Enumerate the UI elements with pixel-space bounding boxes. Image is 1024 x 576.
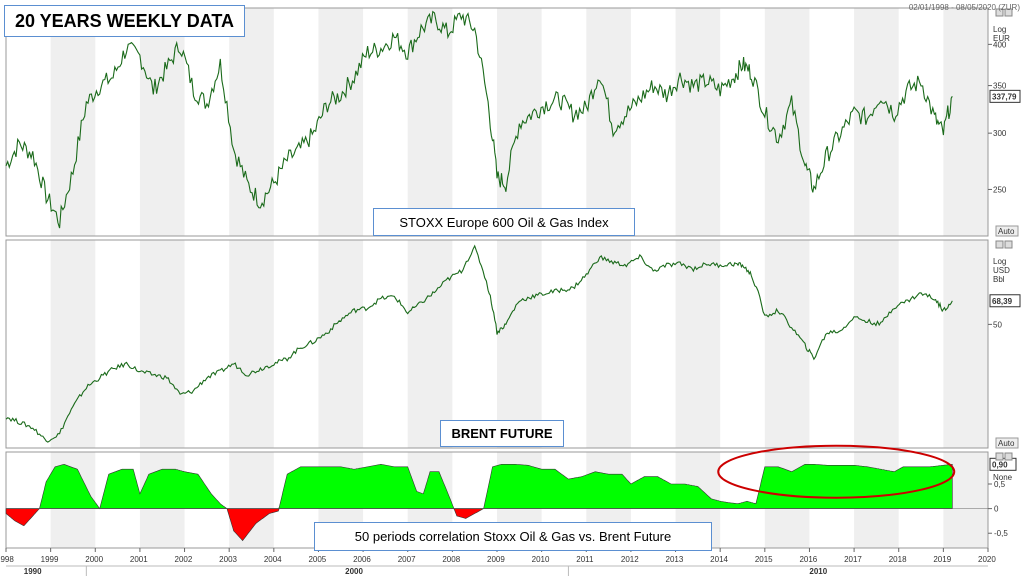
x-tick-label: 2009 [487,555,505,564]
grid-band [586,8,631,236]
x-tick-label: 2006 [353,555,371,564]
y-tick-label: -0,5 [994,529,1008,538]
x-tick-label: 2016 [799,555,817,564]
panel-control [1004,240,1013,249]
x-tick-label: 2017 [844,555,862,564]
grid-band [139,8,185,236]
grid-band [139,240,185,448]
grid-band [764,8,810,236]
last-value-badge [989,89,1021,103]
x-tick-label: 2020 [978,555,996,564]
x-tick-label: 2010 [532,555,550,564]
x-tick-label: 2015 [755,555,773,564]
stoxx-callout: STOXX Europe 600 Oil & Gas Index [373,208,635,236]
x-tick-label: 2013 [666,555,684,564]
x-tick-label: 1999 [41,555,59,564]
series-line [5,10,953,229]
grid-band [50,8,96,236]
grid-band [586,240,631,448]
panel-border-1 [5,7,989,237]
last-value-label: 0,90 [992,460,1008,469]
date-range-label: 02/01/1998 - 08/05/2020 (ZUR) [908,3,1020,12]
grid-band [675,8,721,236]
y-tick-label: 0,5 [994,480,1006,489]
y-tick-label: 50 [993,320,1002,329]
x-tick-label: 2007 [398,555,416,564]
chart-title: 20 YEARS WEEKLY DATA [4,5,245,37]
auto-button [995,225,1019,237]
auto-label: Auto [998,227,1015,236]
x-tick-label: 2008 [442,555,460,564]
grid-band [764,240,810,448]
unit-label: Log [993,25,1006,34]
scale-none-label: None [993,473,1013,482]
x-tick-label: 2018 [889,555,907,564]
unit-label: EUR [993,34,1010,43]
x-tick-label: 2000 [85,555,103,564]
panel-control [995,8,1004,17]
last-value-badge [989,294,1021,308]
x-tick-label: 2014 [710,555,728,564]
grid-band [50,240,96,448]
panel-control [995,240,1004,249]
y-tick-label: 0 [994,505,999,514]
highlight-ellipse [717,444,956,499]
grid-band [229,240,274,448]
grid-band [407,8,453,236]
grid-band [943,240,988,448]
grid-band [407,240,453,448]
x-tick-label: 2002 [175,555,193,564]
y-tick-label: 250 [993,185,1007,194]
y-tick-label: 400 [993,40,1007,49]
unit-label: Bbl [993,275,1005,284]
unit-label: Log [993,257,1006,266]
unit-label: USD [993,266,1010,275]
y-tick-label: 300 [993,129,1007,138]
x-tick-label: 2003 [219,555,237,564]
panel-control [1004,8,1013,17]
x-tick-label: 2011 [576,555,594,564]
correlation-callout: 50 periods correlation Stoxx Oil & Gas v… [314,522,712,551]
brent-callout: BRENT FUTURE [440,420,564,447]
grid-band [318,8,364,236]
last-value-label: 68,39 [992,297,1013,306]
x-tick-label: 2004 [264,555,282,564]
series-line [5,244,953,443]
x-tick-label: 2001 [130,555,148,564]
grid-band [229,8,274,236]
last-value-label: 337,79 [992,92,1017,101]
grid-band [854,240,899,448]
auto-button [995,437,1019,449]
grid-band [318,240,364,448]
grid-band [497,8,542,236]
grid-band [675,240,721,448]
x-tick-label: 2019 [933,555,951,564]
grid-band [497,240,542,448]
panel-control [995,452,1004,461]
secondary-axis-label: 1990 [24,567,42,576]
x-tick-label: 2005 [308,555,326,564]
secondary-axis-label: 2000 [345,567,363,576]
grid-band [943,8,988,236]
secondary-axis-label: 2010 [809,567,827,576]
y-tick-label: 350 [993,82,1007,91]
x-tick-label: 1998 [0,555,14,564]
auto-label: Auto [998,439,1015,448]
x-tick-label: 2012 [621,555,639,564]
panel-control [1004,452,1013,461]
panel-border-2 [5,239,989,449]
